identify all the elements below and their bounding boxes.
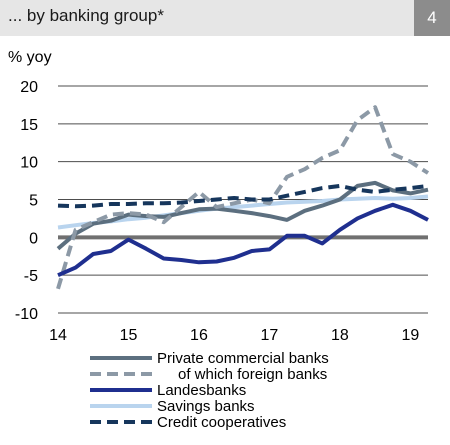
y-tick-label: 5 xyxy=(29,193,38,210)
series-line-credit-cooperatives xyxy=(57,183,429,209)
chart-title: ... by banking group* xyxy=(8,6,164,25)
y-tick-label: 10 xyxy=(20,155,38,172)
legend-label: of which foreign banks xyxy=(178,366,327,383)
x-tick-label: 19 xyxy=(401,327,419,344)
chart-number-badge: 4 xyxy=(414,0,450,36)
x-tick-label: 14 xyxy=(49,327,67,344)
legend-label: Private commercial banks xyxy=(157,350,329,367)
x-tick-label: 16 xyxy=(190,327,208,344)
x-tick-label: 15 xyxy=(120,327,138,344)
x-tick-label: 17 xyxy=(261,327,279,344)
legend-label: Savings banks xyxy=(157,398,255,415)
chart-header: ... by banking group* 4 xyxy=(0,0,450,36)
series-line-private-commercial-banks xyxy=(56,180,429,251)
x-tick-label: 18 xyxy=(331,327,349,344)
series-line-of-which-foreign-banks xyxy=(56,105,430,290)
y-tick-label: 20 xyxy=(20,79,38,96)
y-tick-label: -10 xyxy=(15,306,38,323)
series-line-landesbanks xyxy=(57,202,429,278)
legend-label: Landesbanks xyxy=(157,382,246,399)
y-tick-label: -5 xyxy=(24,268,38,285)
y-axis-label: % yoy xyxy=(8,49,52,66)
y-tick-label: 0 xyxy=(29,230,38,247)
series-line-savings-banks xyxy=(57,194,429,230)
y-tick-label: 15 xyxy=(20,117,38,134)
legend-label: Credit cooperatives xyxy=(157,414,286,431)
